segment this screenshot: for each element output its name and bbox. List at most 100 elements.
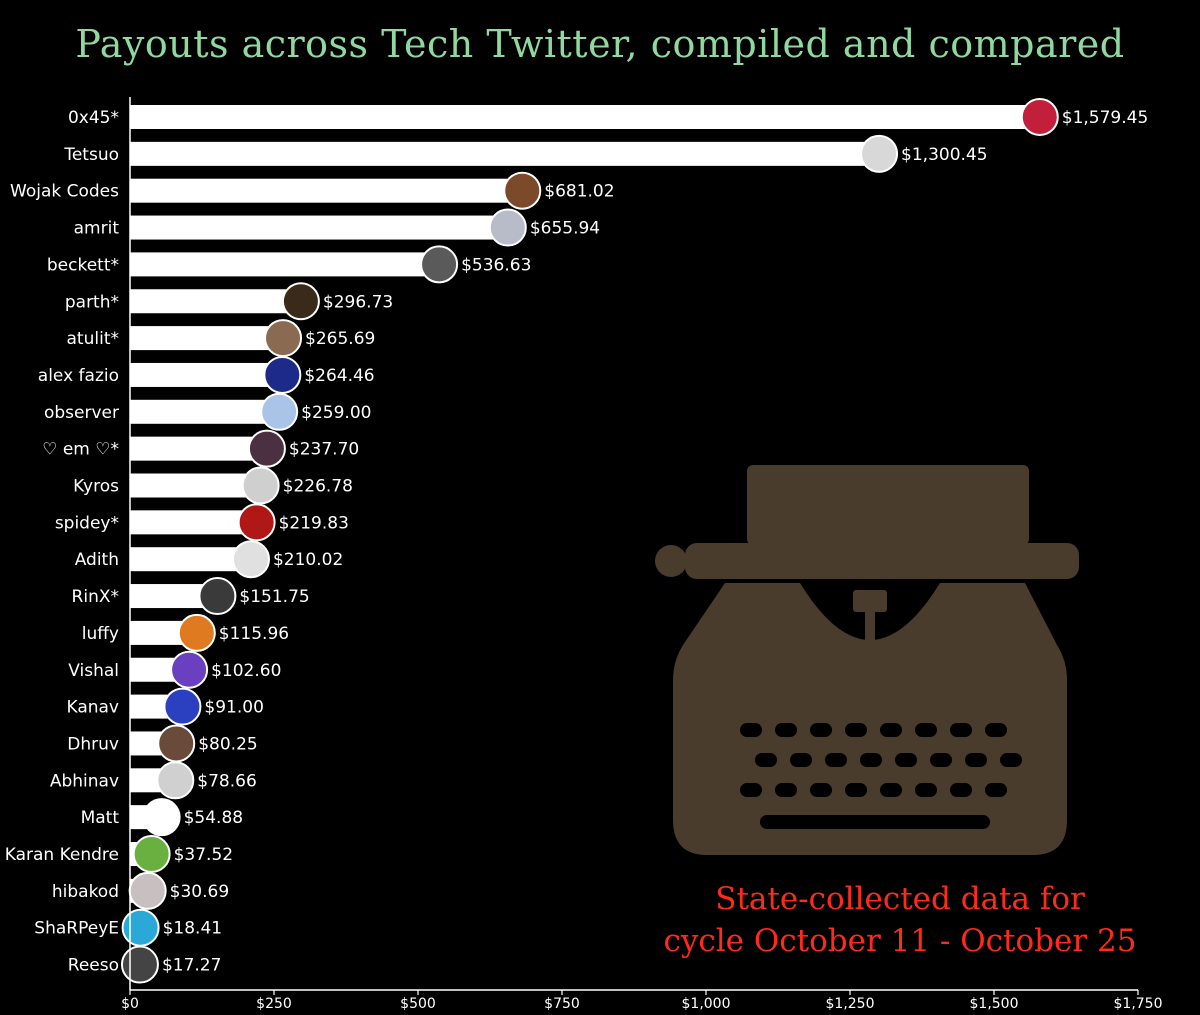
value-label: $80.25 — [198, 734, 257, 754]
category-label: Adith — [75, 550, 119, 570]
category-label: 0x45* — [68, 108, 119, 128]
avatar — [128, 871, 167, 910]
value-label: $151.75 — [239, 587, 309, 607]
bar-row: Reeso $17.27 — [68, 945, 221, 984]
bar-row: luffy $115.96 — [82, 613, 289, 652]
avatar — [281, 282, 320, 321]
bar — [130, 473, 261, 498]
value-label: $18.41 — [163, 919, 222, 939]
bar-row: Karan Kendre $37.52 — [5, 835, 233, 873]
bar-row: Adith $210.02 — [75, 540, 343, 579]
bar — [130, 105, 1040, 129]
value-label: $265.69 — [305, 329, 375, 349]
avatar — [503, 171, 542, 210]
avatar — [163, 687, 202, 726]
category-label: Karan Kendre — [5, 845, 119, 865]
avatar — [860, 134, 899, 173]
value-label: $17.27 — [162, 956, 221, 976]
value-label: $78.66 — [197, 771, 256, 791]
bar — [130, 436, 267, 461]
value-label: $30.69 — [170, 882, 229, 902]
avatar — [263, 355, 302, 394]
value-label: $264.46 — [304, 366, 374, 386]
category-label: alex fazio — [38, 366, 119, 386]
bar-row: atulit* $265.69 — [67, 319, 375, 358]
bar — [130, 547, 251, 572]
value-label: $54.88 — [184, 808, 243, 828]
value-label: $1,579.45 — [1062, 108, 1149, 128]
x-tick-label: $1,500 — [970, 996, 1019, 1012]
x-tick-label: $1,750 — [1114, 996, 1163, 1012]
avatar — [198, 577, 237, 616]
avatar — [241, 466, 280, 505]
bar-row: Tetsuo $1,300.45 — [63, 134, 988, 173]
avatar — [247, 429, 286, 468]
category-label: Abhinav — [50, 771, 119, 791]
category-label: hibakod — [52, 882, 119, 902]
avatar — [237, 503, 276, 542]
bar-row: beckett* $536.63 — [47, 245, 531, 284]
avatar — [170, 650, 209, 689]
category-label: Vishal — [68, 661, 119, 681]
bar — [130, 289, 301, 314]
value-label: $219.83 — [279, 513, 349, 533]
data-note-line2: cycle October 11 - October 25 — [663, 923, 1137, 959]
category-label: Kyros — [73, 477, 119, 497]
bar — [130, 215, 508, 240]
category-label: amrit — [74, 219, 120, 239]
chart-title: Payouts across Tech Twitter, compiled an… — [75, 22, 1125, 66]
bar-row: Kanav $91.00 — [66, 687, 264, 726]
category-label: observer — [44, 403, 119, 423]
bar-row: Kyros $226.78 — [73, 466, 353, 505]
value-label: $296.73 — [323, 292, 393, 312]
x-tick-label: $500 — [400, 996, 436, 1012]
value-label: $655.94 — [530, 219, 600, 239]
avatar — [142, 798, 181, 837]
avatar — [231, 540, 270, 579]
bar-row: Wojak Codes $681.02 — [10, 171, 615, 210]
bar-row: Abhinav $78.66 — [50, 761, 257, 800]
avatar — [1020, 98, 1059, 136]
category-label: beckett* — [47, 255, 119, 275]
bar-row: 0x45* $1,579.45 — [68, 98, 1149, 136]
bar — [130, 326, 284, 351]
value-label: $226.78 — [283, 477, 353, 497]
category-label: spidey* — [55, 513, 119, 533]
avatar — [420, 245, 459, 284]
category-label: atulit* — [67, 329, 119, 349]
bar — [130, 178, 523, 203]
category-label: luffy — [82, 624, 119, 644]
category-label: parth* — [65, 292, 119, 312]
category-label: Tetsuo — [63, 145, 119, 165]
category-label: Wojak Codes — [10, 182, 119, 202]
value-label: $37.52 — [174, 845, 233, 865]
data-note: State-collected data for cycle October 1… — [620, 878, 1180, 962]
avatar — [157, 724, 196, 763]
category-label: Dhruv — [67, 734, 119, 754]
value-label: $1,300.45 — [901, 145, 988, 165]
category-label: RinX* — [72, 587, 119, 607]
category-label: ShaRPeyE — [34, 919, 119, 939]
bar-row: alex fazio $264.46 — [38, 355, 375, 394]
avatar — [177, 613, 216, 652]
bar-row: observer $259.00 — [44, 392, 371, 431]
x-tick-label: $1,000 — [682, 996, 731, 1012]
bar-row: parth* $296.73 — [65, 282, 393, 321]
value-label: $681.02 — [544, 182, 614, 202]
bar — [130, 510, 257, 535]
value-label: $210.02 — [273, 550, 343, 570]
avatar — [156, 761, 195, 800]
bar-row: RinX* $151.75 — [72, 577, 310, 616]
bar-row: ShaRPeyE $18.41 — [34, 908, 222, 947]
category-label: Matt — [81, 808, 120, 828]
bar — [130, 399, 280, 424]
category-label: ♡ em ♡* — [42, 440, 119, 460]
x-tick-label: $0 — [121, 996, 139, 1012]
value-label: $91.00 — [204, 698, 263, 718]
bar-row: Matt $54.88 — [81, 798, 243, 837]
typewriter-icon — [655, 465, 1079, 855]
data-note-line1: State-collected data for — [715, 881, 1085, 917]
category-label: Reeso — [68, 956, 119, 976]
x-tick-label: $250 — [256, 996, 292, 1012]
